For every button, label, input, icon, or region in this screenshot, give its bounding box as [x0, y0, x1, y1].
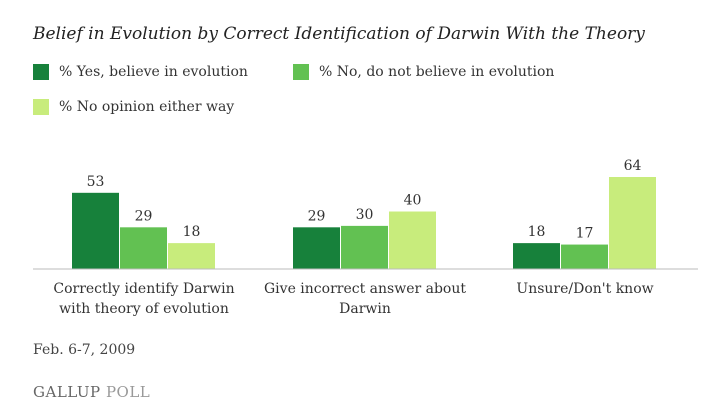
survey-date: Feb. 6-7, 2009 — [33, 342, 136, 358]
value-label-3-series-1: 18 — [528, 224, 546, 240]
category-label-1-line-1: Correctly identify Darwin — [53, 281, 234, 297]
chart-title: Belief in Evolution by Correct Identific… — [33, 24, 645, 44]
category-label-2-line-2: Darwin — [339, 301, 391, 317]
bar-1-series-2 — [120, 227, 167, 269]
legend-label-no: % No, do not believe in evolution — [319, 64, 555, 80]
value-label-1-series-1: 53 — [87, 174, 105, 190]
bar-1-series-1 — [72, 192, 119, 269]
value-label-2-series-3: 40 — [404, 193, 422, 209]
category-label-3-line-1: Unsure/Don't know — [516, 281, 653, 297]
value-label-2-series-2: 30 — [356, 207, 374, 223]
value-label-3-series-2: 17 — [576, 226, 594, 242]
legend-item-yes: % Yes, believe in evolution — [33, 64, 248, 80]
bar-2-series-2 — [341, 225, 388, 269]
value-label-1-series-2: 29 — [135, 208, 153, 224]
legend-item-no-opinion: % No opinion either way — [33, 99, 234, 115]
gallup-poll-logo: GALLUP POLL — [33, 383, 150, 401]
category-label-1-line-2: with theory of evolution — [59, 301, 229, 317]
legend-swatch-no — [293, 64, 309, 80]
legend-label-no-opinion: % No opinion either way — [59, 99, 235, 115]
value-label-2-series-1: 29 — [308, 208, 326, 224]
legend-item-no: % No, do not believe in evolution — [293, 64, 554, 80]
bar-2-series-3 — [389, 211, 436, 269]
value-label-1-series-3: 18 — [183, 224, 201, 240]
legend-swatch-no-opinion — [33, 99, 49, 115]
bar-2-series-1 — [293, 227, 340, 269]
bar-3-series-1 — [513, 243, 560, 269]
bar-3-series-2 — [561, 244, 608, 269]
logo-main-text: GALLUP — [33, 383, 101, 401]
value-label-3-series-3: 64 — [624, 158, 642, 174]
bar-1-series-3 — [168, 243, 215, 269]
legend-swatch-yes — [33, 64, 49, 80]
category-label-2-line-1: Give incorrect answer about — [264, 281, 466, 297]
bar-3-series-3 — [609, 177, 656, 269]
legend-label-yes: % Yes, believe in evolution — [59, 64, 248, 80]
logo-sub-text: POLL — [105, 383, 151, 401]
